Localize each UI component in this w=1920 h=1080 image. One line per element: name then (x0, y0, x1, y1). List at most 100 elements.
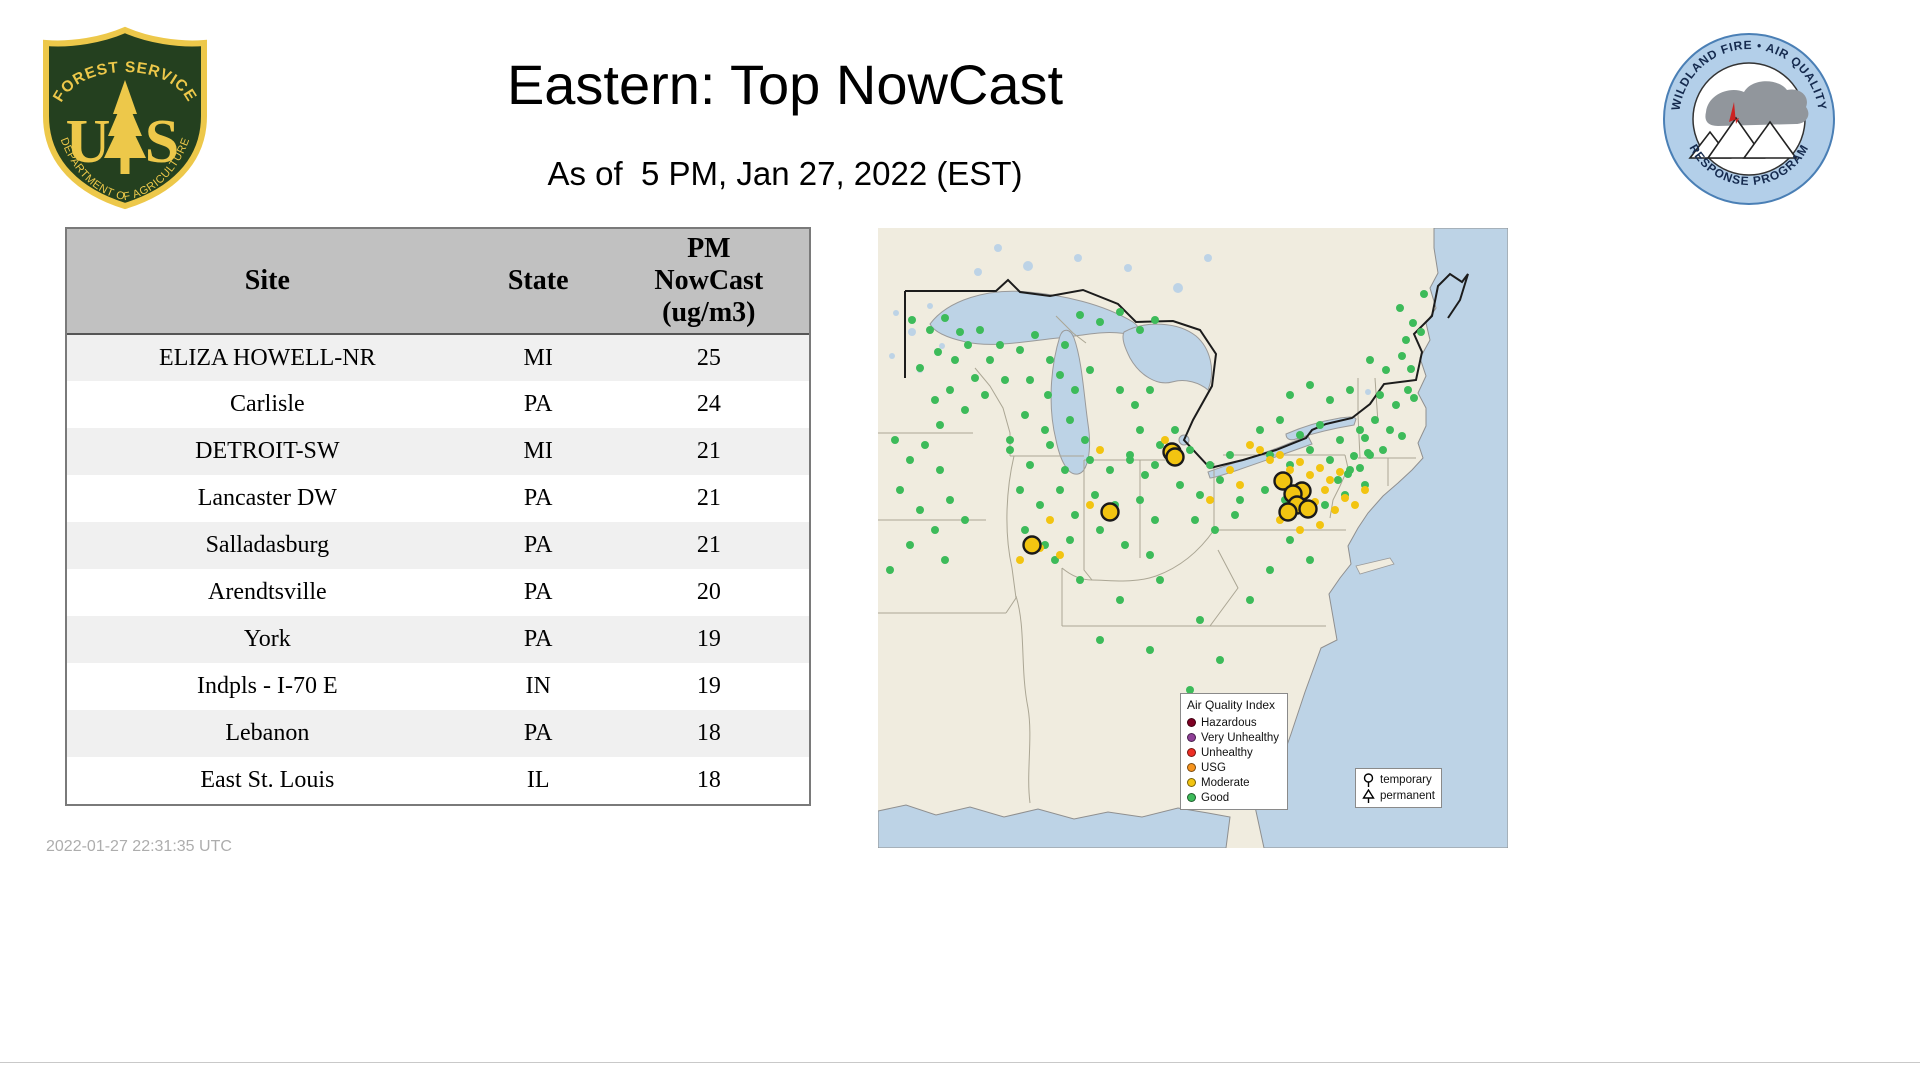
good-monitor-dot (1256, 426, 1264, 434)
good-monitor-dot (1061, 466, 1069, 474)
good-monitor-dot (1016, 486, 1024, 494)
moderate-monitor-dot (1266, 456, 1274, 464)
legend-item: Unhealthy (1187, 745, 1281, 760)
moderate-monitor-dot (1296, 458, 1304, 466)
good-monitor-dot (1398, 432, 1406, 440)
good-monitor-dot (1056, 371, 1064, 379)
good-monitor-dot (1136, 426, 1144, 434)
good-monitor-dot (1086, 366, 1094, 374)
temporary-marker-icon (1363, 772, 1374, 787)
good-monitor-dot (926, 326, 934, 334)
good-monitor-dot (1156, 576, 1164, 584)
good-monitor-dot (931, 526, 939, 534)
good-monitor-dot (1146, 386, 1154, 394)
moderate-monitor-dot (1336, 468, 1344, 476)
state-cell: MI (523, 438, 553, 464)
top-site-marker (1278, 502, 1298, 522)
legend-label: Unhealthy (1201, 746, 1253, 759)
legend-label: Moderate (1201, 776, 1250, 789)
state-cell: PA (523, 579, 553, 605)
site-cell: York (243, 626, 291, 652)
good-monitor-dot (1036, 501, 1044, 509)
legend-label: Good (1201, 791, 1230, 804)
good-monitor-dot (1091, 491, 1099, 499)
good-monitor-dot (1186, 686, 1194, 694)
moderate-monitor-dot (1316, 464, 1324, 472)
moderate-monitor-dot (1326, 476, 1334, 484)
page-subtitle: As of 5 PM, Jan 27, 2022 (EST) (547, 155, 1023, 192)
table-row: Salladasburg PA 21 (67, 522, 809, 569)
good-monitor-dot (1126, 451, 1134, 459)
moderate-monitor-dot (1306, 471, 1314, 479)
good-monitor-dot (1076, 576, 1084, 584)
state-cell: PA (523, 720, 553, 746)
legend-item: Hazardous (1187, 715, 1281, 730)
state-cell: IL (526, 767, 550, 793)
state-cell: PA (523, 626, 553, 652)
table-row: Lebanon PA 18 (67, 710, 809, 757)
top-site-marker (1100, 502, 1120, 522)
legend-label: Very Unhealthy (1201, 731, 1279, 744)
good-monitor-dot (1216, 656, 1224, 664)
good-monitor-dot (1121, 541, 1129, 549)
good-monitor-dot (1006, 436, 1014, 444)
moderate-monitor-dot (1236, 481, 1244, 489)
moderate-monitor-dot (1161, 436, 1169, 444)
table-row: Indpls - I-70 E IN 19 (67, 663, 809, 710)
good-monitor-dot (1116, 596, 1124, 604)
good-monitor-dot (956, 328, 964, 336)
usfs-letter-u: U (66, 108, 111, 176)
nowcast-value-cell: 21 (696, 485, 721, 511)
table-header-row: Site State PM NowCast (ug/m3) (67, 229, 809, 335)
good-monitor-dot (946, 386, 954, 394)
nowcast-value-cell: 21 (696, 438, 721, 464)
good-monitor-dot (1386, 426, 1394, 434)
usfs-logo: FOREST SERVICE U S DEPARTMENT OF AGRICUL… (36, 24, 214, 217)
top-site-marker (1273, 471, 1293, 491)
site-cell: Lancaster DW (197, 485, 337, 511)
table-row: ELIZA HOWELL-NR MI 25 (67, 334, 809, 381)
good-monitor-dot (1206, 461, 1214, 469)
good-monitor-dot (1061, 341, 1069, 349)
legend-color-dot (1187, 778, 1196, 787)
site-cell: East St. Louis (200, 767, 335, 793)
good-monitor-dot (1096, 318, 1104, 326)
table-row: DETROIT-SW MI 21 (67, 428, 809, 475)
good-monitor-dot (1392, 401, 1400, 409)
moderate-monitor-dot (1286, 466, 1294, 474)
good-monitor-dot (1071, 511, 1079, 519)
good-monitor-dot (1296, 431, 1304, 439)
aqi-legend-items: Hazardous Very Unhealthy Unhealthy USG Moder… (1187, 715, 1281, 805)
good-monitor-dot (1404, 386, 1412, 394)
pine-tree-icon (104, 80, 146, 174)
good-monitor-dot (1191, 516, 1199, 524)
good-monitor-dot (1286, 391, 1294, 399)
marker-item-permanent: permanent (1362, 788, 1435, 804)
good-monitor-dot (1231, 511, 1239, 519)
moderate-monitor-dot (1086, 501, 1094, 509)
good-monitor-dot (936, 421, 944, 429)
good-monitor-dot (1306, 381, 1314, 389)
good-monitor-dot (961, 406, 969, 414)
usfs-letter-s: S (145, 108, 179, 176)
good-monitor-dot (1382, 366, 1390, 374)
good-monitor-dot (1141, 471, 1149, 479)
nowcast-table-body: ELIZA HOWELL-NR MI 25 Carlisle PA 24 DETROIT-S… (67, 334, 809, 804)
table-row: Lancaster DW PA 21 (67, 475, 809, 522)
good-monitor-dot (936, 466, 944, 474)
good-monitor-dot (1046, 441, 1054, 449)
col-header-pm-nowcast: PM NowCast (ug/m3) (608, 229, 809, 335)
moderate-monitor-dot (1351, 501, 1359, 509)
good-monitor-dot (916, 364, 924, 372)
good-monitor-dot (906, 456, 914, 464)
good-monitor-dot (1350, 452, 1358, 460)
legend-label: USG (1201, 761, 1226, 774)
good-monitor-dot (1376, 391, 1384, 399)
table-row: York PA 19 (67, 616, 809, 663)
good-monitor-dot (951, 356, 959, 364)
good-monitor-dot (1066, 416, 1074, 424)
good-monitor-dot (1176, 481, 1184, 489)
good-monitor-dot (1364, 449, 1372, 457)
top-site-marker (1022, 535, 1042, 555)
